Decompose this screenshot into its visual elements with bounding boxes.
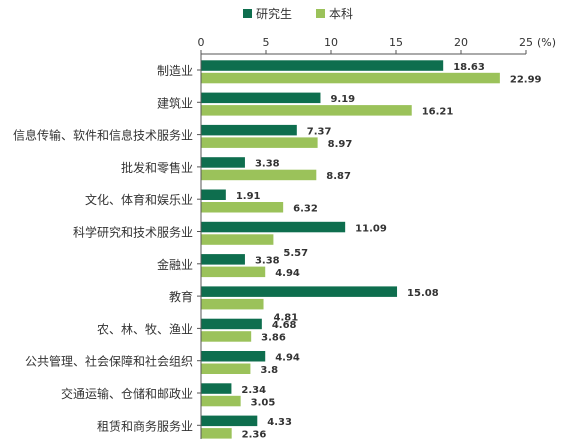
- value-label-1-4: 6.32: [293, 204, 318, 215]
- category-label-10: 交通运输、仓储和邮政业: [61, 386, 193, 401]
- legend-swatch-1: [316, 9, 325, 18]
- category-label-8: 农、林、牧、渔业: [97, 322, 193, 336]
- bar-1-10: [201, 395, 241, 407]
- bar-1-0: [201, 72, 500, 84]
- value-label-1-11: 2.36: [242, 430, 267, 439]
- category-label-11: 租赁和商务服务业: [97, 418, 193, 433]
- value-label-0-7: 15.08: [407, 288, 439, 299]
- value-label-0-9: 4.94: [275, 353, 300, 364]
- bar-0-9: [201, 351, 266, 362]
- bar-1-6: [201, 266, 266, 278]
- bar-1-7: [201, 298, 264, 310]
- bar-0-4: [201, 189, 226, 200]
- bar-0-8: [201, 318, 262, 330]
- category-label-7: 教育: [169, 289, 193, 304]
- category-label-5: 科学研究和技术服务业: [73, 225, 193, 240]
- value-label-1-1: 16.21: [422, 107, 454, 118]
- value-label-1-8: 3.86: [261, 333, 286, 344]
- x-tick-label-5: 25: [519, 36, 533, 49]
- category-label-0: 制造业: [157, 64, 193, 78]
- bar-0-5: [201, 221, 346, 233]
- x-axis: 0 5 10 15 20 25 (%): [198, 36, 556, 55]
- category-label-9: 公共管理、社会保障和社会组织: [25, 354, 193, 369]
- bar-0-3: [201, 157, 245, 168]
- bar-1-5: [201, 234, 274, 245]
- category-label-2: 信息传输、软件和信息技术服务业: [13, 128, 193, 143]
- value-label-0-5: 11.09: [355, 223, 387, 234]
- value-label-0-4: 1.91: [236, 191, 261, 202]
- category-label-3: 批发和零售业: [121, 160, 193, 175]
- bar-1-9: [201, 363, 251, 374]
- value-label-1-9: 3.8: [260, 365, 278, 376]
- value-label-1-3: 8.87: [326, 171, 351, 182]
- value-label-1-6: 4.94: [275, 268, 300, 279]
- bar-1-11: [201, 428, 232, 439]
- bar-1-3: [201, 169, 317, 181]
- bar-0-7: [201, 286, 398, 297]
- x-tick-label-2: 10: [324, 36, 338, 49]
- bar-0-6: [201, 254, 245, 265]
- legend: 研究生 本科: [243, 6, 353, 21]
- bar-0-10: [201, 383, 232, 394]
- value-label-1-0: 22.99: [510, 74, 542, 85]
- x-tick-label-4: 20: [454, 36, 468, 49]
- category-label-1: 建筑业: [157, 95, 193, 110]
- x-tick-label-0: 0: [198, 36, 205, 49]
- value-label-0-3: 3.38: [255, 159, 280, 170]
- bar-0-0: [201, 60, 444, 71]
- value-label-1-7: 4.81: [274, 312, 299, 323]
- bars: 18.63 22.99 9.19 16.21 7.37 8.97 3.38 8.87 1.91 6…: [201, 60, 542, 439]
- bar-1-1: [201, 105, 412, 116]
- bar-1-4: [201, 202, 284, 213]
- value-label-0-8: 4.68: [272, 320, 297, 331]
- x-unit-label: (%): [537, 36, 556, 49]
- value-label-0-0: 18.63: [453, 62, 485, 73]
- value-label-0-2: 7.37: [307, 126, 332, 137]
- legend-swatch-0: [243, 9, 252, 18]
- value-label-1-2: 8.97: [328, 139, 353, 150]
- x-tick-label-3: 15: [389, 36, 403, 49]
- value-label-1-5: 5.57: [283, 248, 308, 259]
- x-tick-label-1: 5: [263, 36, 270, 49]
- bar-0-11: [201, 415, 258, 427]
- bar-0-2: [201, 124, 297, 136]
- bar-1-8: [201, 331, 252, 342]
- value-label-0-11: 4.33: [267, 417, 292, 428]
- value-label-0-10: 2.34: [241, 385, 266, 396]
- category-label-6: 金融业: [157, 257, 193, 272]
- y-axis: 制造业建筑业信息传输、软件和信息技术服务业批发和零售业文化、体育和娱乐业科学研究…: [13, 54, 202, 439]
- legend-label-1: 本科: [329, 7, 353, 21]
- value-label-0-6: 3.38: [255, 256, 280, 267]
- category-label-4: 文化、体育和娱乐业: [85, 192, 193, 207]
- legend-label-0: 研究生: [256, 6, 292, 21]
- bar-0-1: [201, 92, 321, 104]
- bar-1-2: [201, 137, 318, 148]
- value-label-0-1: 9.19: [330, 94, 355, 105]
- value-label-1-10: 3.05: [251, 397, 276, 408]
